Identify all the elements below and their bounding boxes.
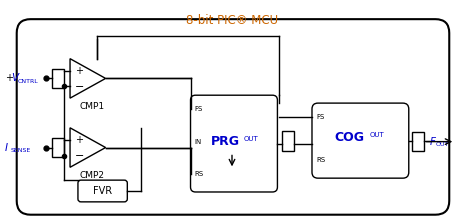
Bar [52,138,64,157]
Text: OUT: OUT [369,132,383,138]
Text: FS: FS [194,106,202,112]
Text: F: F [429,137,435,147]
Text: IN: IN [194,139,201,145]
Bar [282,131,294,151]
Bar [52,68,64,88]
Text: +: + [75,66,83,76]
Text: V: V [11,73,18,83]
Text: +: + [75,135,83,145]
Text: FS: FS [315,114,324,120]
Text: OUT: OUT [244,136,258,142]
Text: CMP1: CMP1 [80,101,105,111]
Text: CNTRL: CNTRL [18,79,38,84]
Text: 8-bit PIC® MCU: 8-bit PIC® MCU [186,14,277,27]
Text: −: − [75,82,84,92]
Text: +: + [5,73,13,83]
Text: FVR: FVR [93,186,112,196]
Text: I: I [5,142,8,153]
Text: CMP2: CMP2 [80,171,105,180]
Bar [411,132,423,151]
Text: RS: RS [194,171,203,177]
Text: PRG: PRG [210,135,239,148]
Text: RS: RS [315,157,325,163]
Text: COG: COG [334,131,364,144]
Text: SENSE: SENSE [11,148,31,153]
Text: OUT: OUT [434,142,448,147]
Text: −: − [75,151,84,161]
